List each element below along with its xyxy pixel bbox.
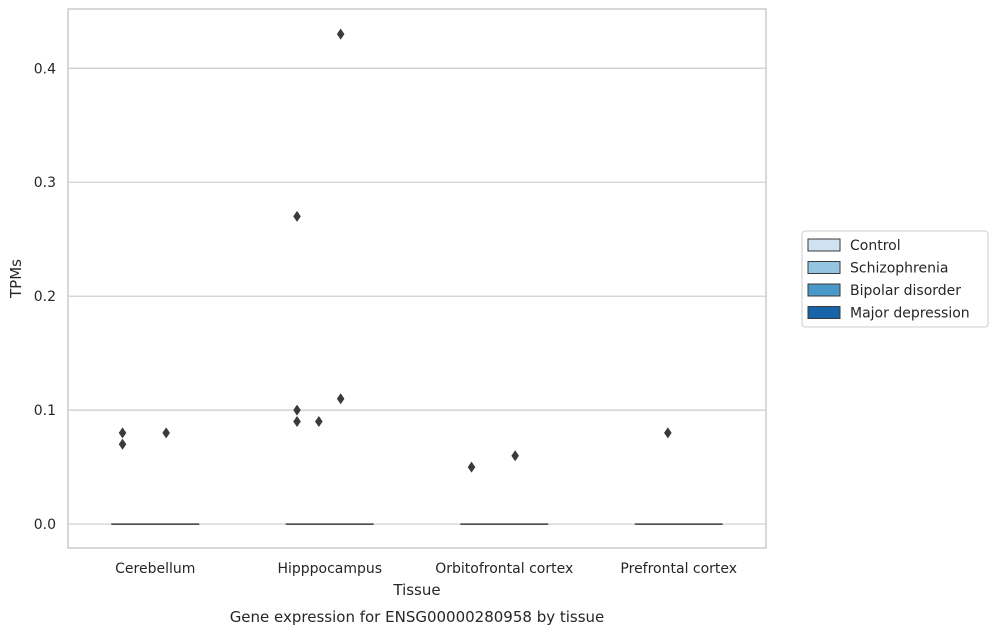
- outlier-1-3-0: [664, 427, 672, 439]
- legend-swatch-2: [807, 283, 841, 297]
- legend-label-2: Bipolar disorder: [850, 283, 961, 299]
- figure-caption: Gene expression for ENSG00000280958 by t…: [230, 608, 605, 626]
- plot-area-frame: [67, 8, 767, 549]
- x-axis-label: Tissue: [392, 581, 440, 599]
- x-tick-label-1: Hipppocampus: [277, 561, 382, 577]
- y-tick-label-0: 0.0: [34, 517, 56, 533]
- y-axis-ticks: 0.0 0.1 0.2 0.3 0.4: [34, 61, 56, 533]
- y-axis-label: TPMs: [7, 259, 25, 299]
- outlier-2-1-1: [336, 393, 345, 405]
- legend-swatch-1: [807, 261, 841, 274]
- outlier-0-0-1: [118, 438, 127, 450]
- x-tick-label-2: Orbitofrontal cortex: [435, 561, 573, 577]
- legend: Control Schizophrenia Bipolar disorder Majo…: [801, 230, 989, 328]
- outlier-0-0-0: [118, 427, 127, 439]
- outlier-0-1-0: [293, 210, 301, 222]
- legend-label-3: Major depression: [850, 306, 970, 322]
- legend-swatch-0: [807, 238, 841, 252]
- legend-label-1: Schizophrenia: [850, 261, 948, 277]
- outlier-2-0-0: [162, 427, 170, 439]
- grid-lines: [68, 67, 766, 525]
- outlier-0-1-2: [293, 416, 301, 428]
- outlier-0-2-0: [467, 461, 476, 473]
- x-tick-label-0: Cerebellum: [115, 561, 195, 577]
- x-tick-label-3: Prefrontal cortex: [620, 561, 737, 577]
- y-tick-label-2: 0.2: [34, 289, 56, 305]
- legend-frame: [801, 230, 989, 328]
- legend-label-0: Control: [850, 238, 901, 254]
- legend-swatch-3: [807, 306, 841, 319]
- outlier-0-1-1: [293, 404, 301, 416]
- outlier-points: [118, 28, 672, 473]
- y-tick-label-1: 0.1: [34, 403, 56, 419]
- outlier-2-1-0: [336, 28, 345, 40]
- x-axis-ticks: Cerebellum Hipppocampus Orbitofrontal cort…: [115, 561, 737, 577]
- y-tick-label-3: 0.3: [34, 175, 56, 191]
- outlier-2-2-0: [511, 450, 519, 462]
- outlier-1-1-0: [315, 416, 323, 428]
- y-tick-label-4: 0.4: [34, 61, 56, 77]
